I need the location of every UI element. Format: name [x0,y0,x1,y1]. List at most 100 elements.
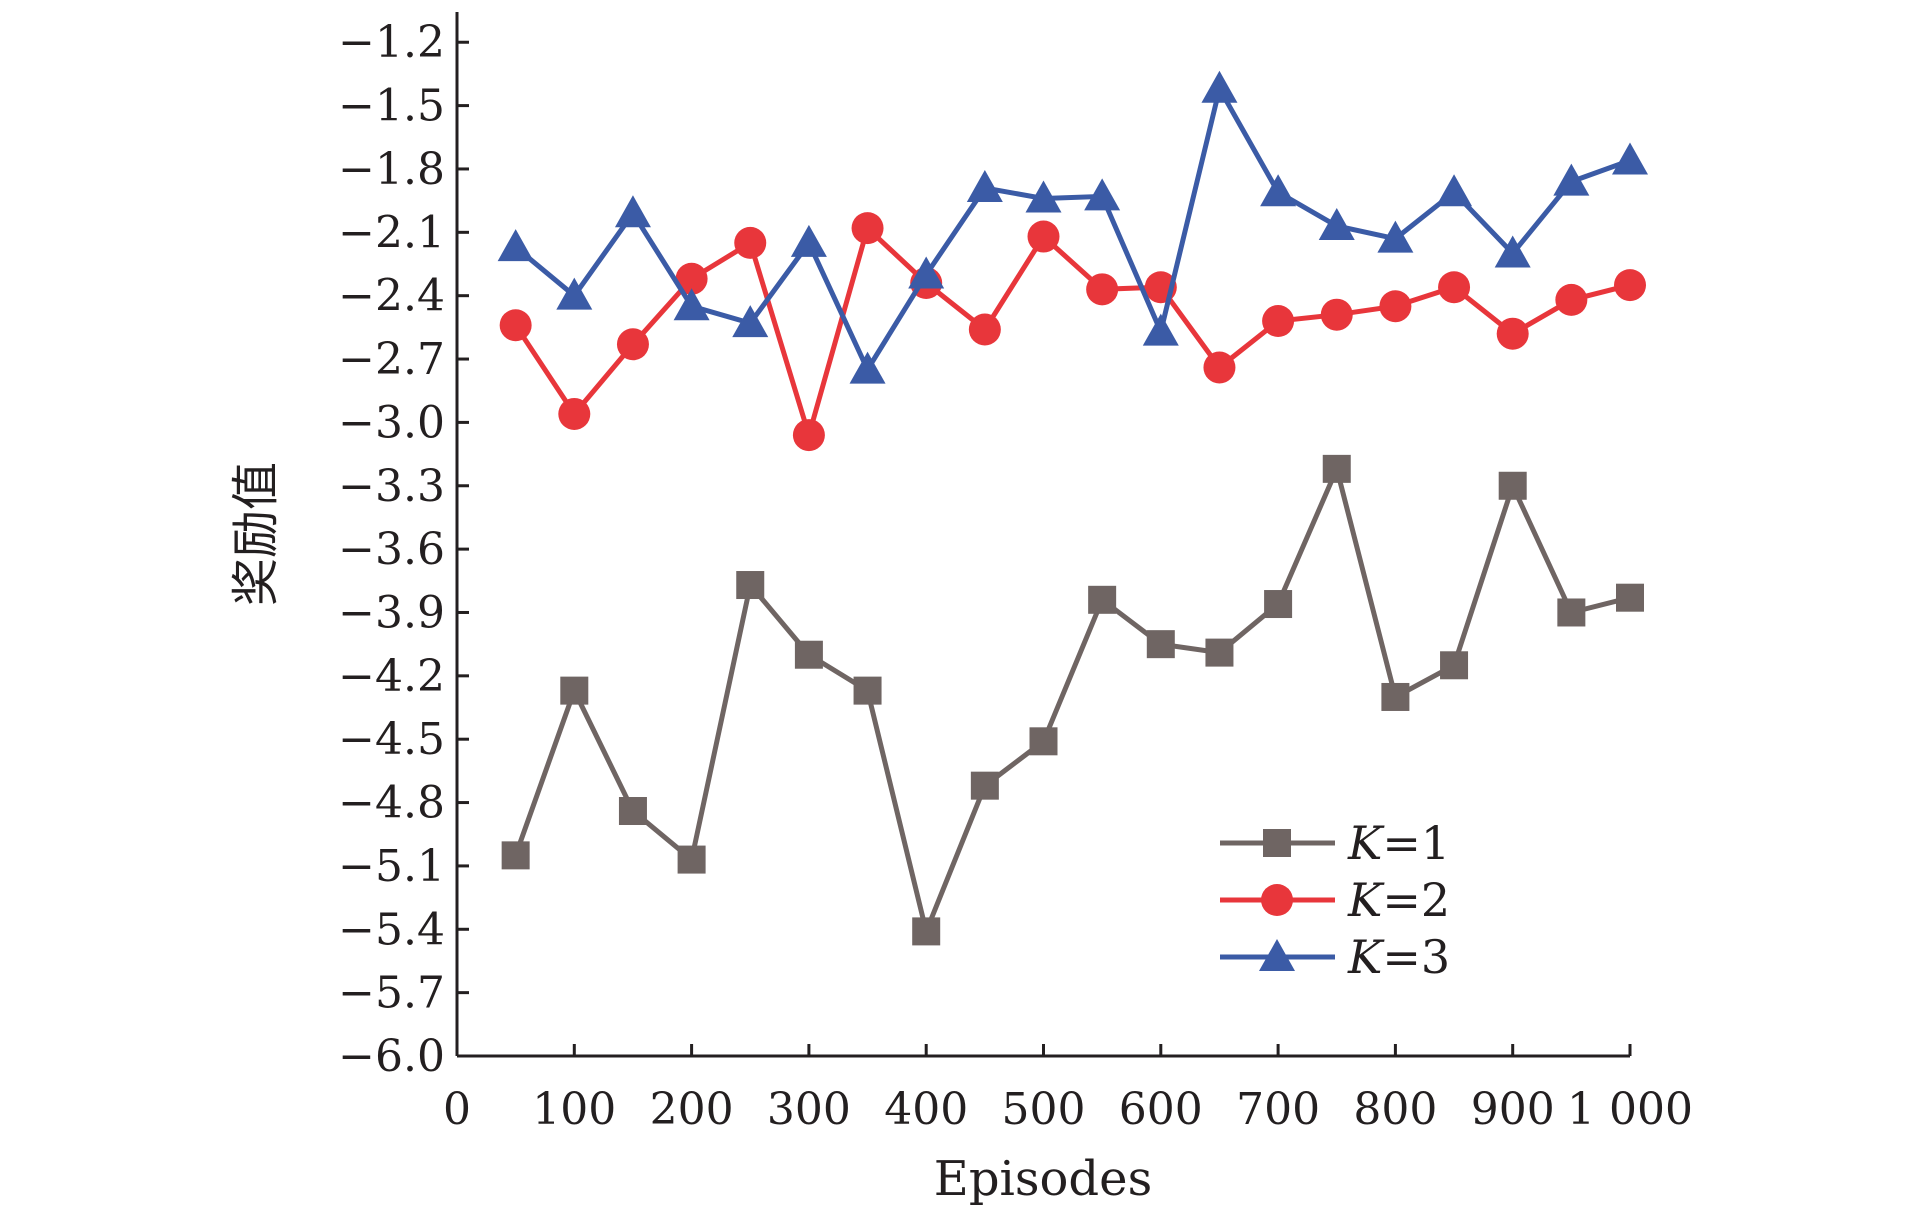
legend-value: =2 [1382,873,1450,927]
data-point [966,169,1003,202]
data-point [1436,174,1473,207]
data-point [497,229,534,262]
x-tick-label: 400 [884,1084,968,1135]
y-tick-label: −6.0 [338,1031,445,1082]
legend-label: K=3 [1347,930,1450,984]
data-point [792,419,825,452]
x-tick-label: 300 [767,1084,851,1135]
y-tick-label: −5.7 [338,968,445,1019]
data-point [560,676,589,705]
data-point [1029,727,1058,756]
y-tick-label: −4.5 [338,714,445,765]
data-point [1264,590,1293,619]
data-point [558,397,591,430]
data-point [1440,651,1469,680]
y-tick-label: −3.6 [338,524,445,575]
y-tick-label: −5.4 [338,904,445,955]
legend-variable: K [1347,930,1385,984]
legend-marker [1259,939,1295,971]
legend-label: K=2 [1347,873,1450,927]
series-3 [497,70,1648,384]
data-point [1088,585,1117,614]
data-point [1084,178,1121,211]
data-point [1614,269,1646,302]
data-point [1377,220,1414,253]
data-point [618,797,647,826]
data-point [1557,598,1586,627]
legend-marker [1263,829,1291,857]
y-tick-label: −1.5 [338,81,445,132]
data-point [1322,454,1351,483]
y-tick-label: −3.9 [338,587,445,638]
data-point [732,305,769,338]
y-tick-label: −5.1 [338,841,445,892]
data-point [968,313,1001,346]
y-tick-label: −2.1 [338,207,445,258]
data-point [1260,174,1297,207]
data-point [677,845,706,874]
data-point [556,277,593,310]
y-tick-label: −3.0 [338,397,445,448]
data-point [1494,235,1531,268]
data-point [912,917,941,946]
data-point [794,640,823,669]
data-point [1553,163,1590,196]
legend: K=1K=2K=3 [1220,816,1450,984]
data-point [908,256,945,289]
data-point [1379,290,1412,323]
data-point [1203,351,1236,384]
x-tick-label: 800 [1353,1084,1437,1135]
data-point [970,771,999,800]
data-point [1612,142,1648,175]
x-tick-label: 100 [532,1084,616,1135]
x-tick-label: 500 [1002,1084,1086,1135]
y-tick-label: −1.2 [338,17,445,68]
data-point [1025,180,1062,213]
data-point [1318,207,1355,240]
data-point [790,224,827,257]
legend-variable: K [1347,873,1385,927]
axes [455,12,1630,1058]
data-point [1555,283,1588,316]
legend-value: =1 [1382,816,1450,870]
series-1 [501,454,1644,946]
y-tick-label: −2.4 [338,271,445,322]
data-point [1027,220,1060,253]
x-tick-label: 1 000 [1567,1084,1693,1135]
data-point [499,309,532,342]
legend-item: K=2 [1220,873,1450,927]
data-point [1320,298,1353,331]
data-point [1616,583,1644,612]
data-point [1201,70,1238,103]
y-axis-title: 奖励值 [228,462,284,606]
data-point [1142,313,1179,346]
data-point [616,328,649,361]
legend-marker [1261,884,1293,916]
x-tick-label: 0 [443,1084,471,1135]
data-point [501,841,530,870]
data-point [614,195,651,228]
data-point [1381,682,1410,711]
legend-item: K=1 [1220,816,1450,870]
series-2 [499,212,1646,452]
y-tick-label: −4.8 [338,778,445,829]
data-point [1496,317,1529,350]
y-tick-label: −3.3 [338,461,445,512]
y-tick-label: −2.7 [338,334,445,385]
series-layer [497,70,1648,946]
x-axis-title: Episodes [934,1151,1152,1205]
data-point [1086,273,1119,306]
legend-variable: K [1347,816,1385,870]
legend-label: K=1 [1347,816,1450,870]
data-point [1262,305,1295,338]
data-point [1205,638,1234,667]
data-point [675,262,708,295]
y-ticks: −1.2 −1.5 −1.8 −2.1 −2.4 −2.7 −3.0 −3.3 −3.6 −3.9… [338,17,469,1082]
y-tick-label: −4.2 [338,651,445,702]
series-line [514,81,1631,375]
legend-value: =3 [1382,930,1450,984]
legend-item: K=3 [1220,930,1450,984]
data-point [1146,630,1175,659]
data-point [853,676,882,705]
